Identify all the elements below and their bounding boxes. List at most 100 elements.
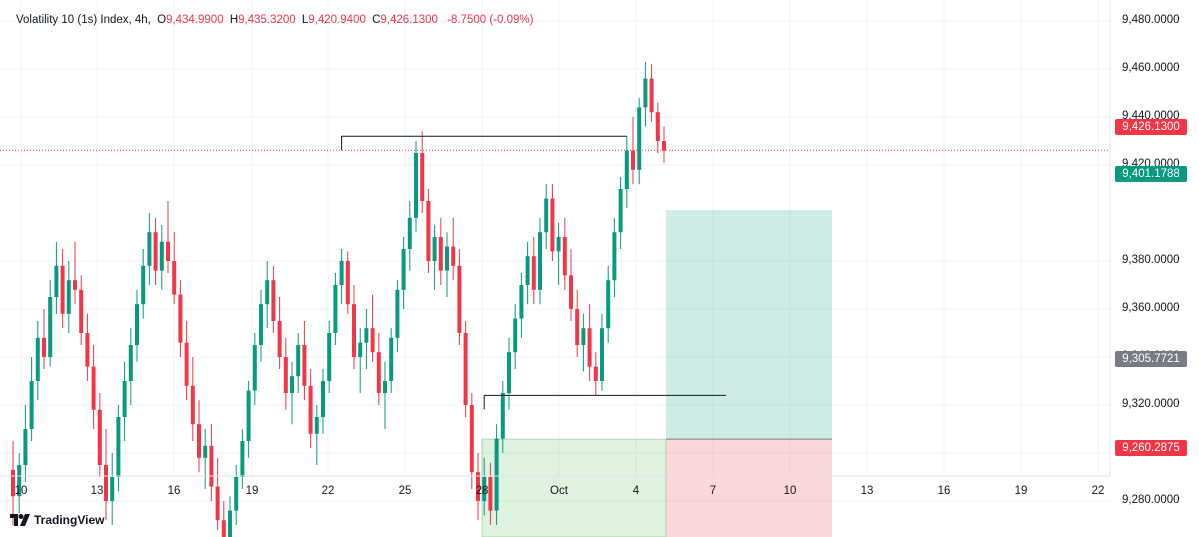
candle-body bbox=[407, 217, 412, 249]
candle-body bbox=[500, 393, 505, 439]
candle-body bbox=[445, 246, 449, 271]
trend-lines bbox=[341, 135, 726, 410]
candle-body bbox=[197, 424, 201, 458]
candle bbox=[265, 261, 270, 329]
candle bbox=[389, 328, 394, 393]
candle bbox=[116, 405, 121, 492]
time-tick-label: 7 bbox=[709, 485, 717, 497]
candle bbox=[581, 313, 586, 372]
candle-body bbox=[600, 328, 604, 381]
candle bbox=[569, 249, 573, 321]
tradingview-logo-icon bbox=[10, 514, 30, 526]
candle bbox=[42, 309, 46, 369]
candle bbox=[345, 251, 350, 314]
candle-body bbox=[246, 390, 251, 441]
candle bbox=[383, 361, 387, 429]
legend-low-value: 9,420.9400 bbox=[308, 14, 366, 26]
candle-body bbox=[209, 445, 214, 487]
candle-body bbox=[451, 246, 456, 266]
candle bbox=[587, 304, 592, 381]
candle bbox=[469, 393, 474, 489]
candle bbox=[562, 217, 567, 290]
candle-body bbox=[463, 333, 468, 405]
candle-body bbox=[35, 337, 40, 381]
candle-body bbox=[172, 261, 177, 295]
candle bbox=[135, 289, 139, 362]
candle bbox=[500, 381, 505, 453]
candle-body bbox=[569, 275, 573, 309]
candle-body bbox=[166, 241, 170, 261]
candle-body bbox=[97, 409, 102, 465]
candle bbox=[426, 189, 431, 273]
candle bbox=[593, 352, 598, 396]
candle-body bbox=[655, 112, 660, 141]
candle bbox=[97, 393, 102, 477]
candle-body bbox=[128, 345, 133, 381]
position-zones bbox=[481, 210, 832, 537]
time-tick-label: 16 bbox=[937, 485, 951, 497]
candle bbox=[327, 321, 332, 393]
candle-body bbox=[271, 280, 276, 321]
candle bbox=[525, 241, 530, 305]
candle-body bbox=[358, 342, 363, 357]
candle bbox=[451, 217, 456, 281]
candle-body bbox=[147, 232, 152, 266]
candle-body bbox=[339, 261, 344, 285]
candle bbox=[624, 136, 629, 209]
time-tick-label: 13 bbox=[90, 485, 104, 497]
candle-body bbox=[593, 366, 598, 381]
candle-body bbox=[531, 256, 536, 290]
candle bbox=[122, 361, 127, 441]
candle bbox=[643, 61, 648, 127]
candle-body bbox=[104, 465, 108, 501]
candle-body bbox=[389, 337, 394, 381]
candle bbox=[358, 328, 363, 393]
candle-body bbox=[234, 477, 239, 511]
candle bbox=[153, 217, 158, 285]
candle bbox=[414, 141, 418, 233]
candle-body bbox=[556, 237, 561, 252]
candle-body bbox=[525, 256, 530, 285]
candle-body bbox=[116, 417, 121, 477]
candle-body bbox=[581, 328, 586, 345]
tradingview-brand[interactable]: TradingView bbox=[10, 513, 104, 527]
last-price-tag: 9,426.1300 bbox=[1115, 119, 1187, 135]
candle-body bbox=[190, 385, 195, 425]
candle bbox=[166, 201, 170, 273]
candle-body bbox=[184, 342, 189, 386]
candle-body bbox=[352, 304, 356, 357]
candle-body bbox=[519, 285, 524, 319]
candle bbox=[252, 333, 257, 405]
candles bbox=[11, 61, 666, 537]
candle bbox=[178, 280, 183, 357]
candle-body bbox=[469, 405, 474, 473]
candle-body bbox=[643, 78, 648, 108]
time-tick-label: 10 bbox=[783, 485, 797, 497]
legend-change: -8.7500 (-0.09%) bbox=[447, 14, 534, 26]
time-tick-label: 4 bbox=[632, 485, 640, 497]
candle bbox=[172, 232, 177, 305]
candle-body bbox=[370, 328, 375, 353]
candle bbox=[190, 357, 195, 441]
candle-body bbox=[48, 297, 53, 357]
candle-body bbox=[17, 465, 22, 497]
candle-body bbox=[612, 232, 617, 281]
candle-body bbox=[66, 280, 71, 314]
candle bbox=[66, 261, 71, 333]
candle-body bbox=[426, 201, 431, 261]
candle-body bbox=[265, 280, 270, 305]
candle-body bbox=[618, 189, 623, 233]
candle bbox=[314, 405, 319, 465]
candle-body bbox=[290, 376, 294, 393]
target-zone bbox=[666, 210, 832, 440]
entry-price-tag: 9,305.7721 bbox=[1115, 351, 1187, 367]
candle bbox=[60, 249, 65, 329]
candle bbox=[271, 265, 276, 333]
candle-body bbox=[296, 345, 301, 377]
price-tick-label: 9,380.0000 bbox=[1122, 254, 1180, 266]
candle-body bbox=[345, 261, 350, 305]
trend-line-low bbox=[483, 394, 726, 410]
candle bbox=[35, 321, 40, 401]
candle-body bbox=[562, 237, 567, 276]
